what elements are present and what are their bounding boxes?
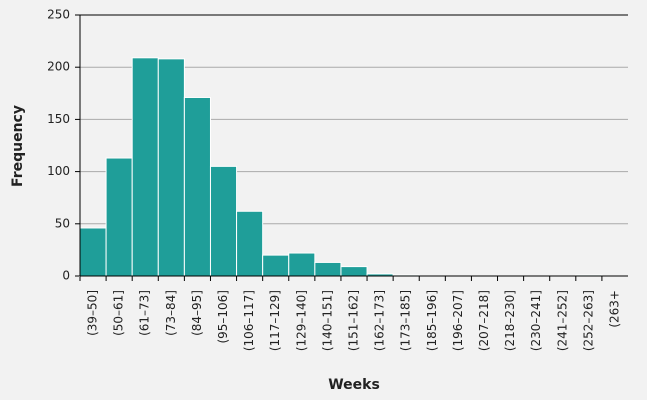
bar — [157, 58, 185, 277]
y-tick-label: 0 — [62, 269, 70, 283]
x-axis-title: Weeks — [328, 377, 380, 393]
x-tick-label: (117–129] — [268, 290, 282, 351]
bar — [79, 227, 107, 277]
x-tick-label: (140–151] — [320, 290, 334, 351]
x-tick-label: (151–162] — [347, 290, 361, 351]
x-tick-label: (207–218] — [477, 290, 491, 351]
bar — [288, 252, 316, 277]
x-tick-label: (50–61] — [112, 290, 126, 336]
y-tick-label: 250 — [47, 8, 70, 22]
x-tick-label: (129–140] — [294, 290, 308, 351]
x-tick-label: (61–73] — [138, 290, 152, 336]
x-tick-label: (173–185] — [399, 290, 413, 351]
bar — [236, 210, 264, 277]
y-tick-label: 50 — [55, 216, 70, 230]
x-tick-label: (252–263] — [581, 290, 595, 351]
y-tick-label: 150 — [47, 112, 70, 126]
x-tick-label: (39–50] — [86, 290, 100, 336]
bar — [340, 266, 368, 277]
bar — [183, 96, 211, 277]
y-tick-label: 200 — [47, 60, 70, 74]
y-tick-label: 100 — [47, 164, 70, 178]
x-tick-label: (95–106] — [216, 290, 230, 344]
bar — [262, 254, 290, 277]
bar — [209, 165, 238, 277]
y-axis-title: Frequency — [10, 105, 26, 187]
bar — [314, 261, 342, 277]
bar — [105, 157, 133, 277]
x-tick-label: (263+ — [607, 290, 621, 328]
x-tick-label: (106–117] — [242, 290, 256, 351]
x-tick-label: (84–95] — [190, 290, 204, 336]
x-tick-label: (218–230] — [503, 290, 517, 351]
x-tick-label: (196–207] — [451, 290, 465, 351]
x-tick-label: (185–196] — [425, 290, 439, 351]
x-tick-label: (230–241] — [529, 290, 543, 351]
x-tick-label: (241–252] — [555, 290, 569, 351]
bar — [131, 57, 159, 277]
x-tick-label: (162–173] — [373, 290, 387, 351]
x-tick-label: (73–84] — [164, 290, 178, 336]
